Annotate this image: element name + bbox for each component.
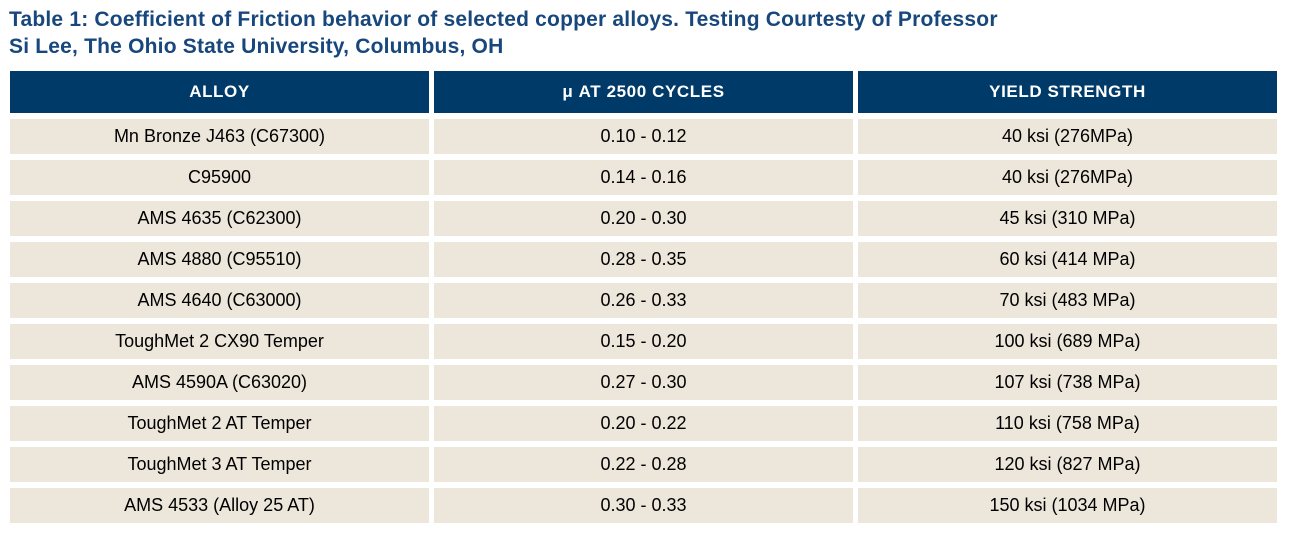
- cell-mu: 0.26 - 0.33: [434, 283, 853, 318]
- cell-alloy: Mn Bronze J463 (C67300): [10, 119, 429, 154]
- cell-alloy: AMS 4590A (C63020): [10, 365, 429, 400]
- table-row: Mn Bronze J463 (C67300) 0.10 - 0.12 40 k…: [10, 119, 1277, 154]
- table-row: AMS 4880 (C95510) 0.28 - 0.35 60 ksi (41…: [10, 242, 1277, 277]
- cell-mu: 0.30 - 0.33: [434, 488, 853, 523]
- cell-alloy: ToughMet 3 AT Temper: [10, 447, 429, 482]
- cell-yield-strength: 70 ksi (483 MPa): [858, 283, 1277, 318]
- cell-mu: 0.22 - 0.28: [434, 447, 853, 482]
- table-row: AMS 4590A (C63020) 0.27 - 0.30 107 ksi (…: [10, 365, 1277, 400]
- table-row: C95900 0.14 - 0.16 40 ksi (276MPa): [10, 160, 1277, 195]
- table-caption-line-2: Si Lee, The Ohio State University, Colum…: [9, 35, 504, 58]
- cell-mu: 0.15 - 0.20: [434, 324, 853, 359]
- cell-mu: 0.10 - 0.12: [434, 119, 853, 154]
- cell-yield-strength: 110 ksi (758 MPa): [858, 406, 1277, 441]
- cell-alloy: ToughMet 2 AT Temper: [10, 406, 429, 441]
- cell-yield-strength: 100 ksi (689 MPa): [858, 324, 1277, 359]
- table-row: AMS 4533 (Alloy 25 AT) 0.30 - 0.33 150 k…: [10, 488, 1277, 523]
- column-header-yield-strength: YIELD STRENGTH: [858, 71, 1277, 113]
- cell-mu: 0.28 - 0.35: [434, 242, 853, 277]
- column-header-mu-at-2500-cycles: μ AT 2500 CYCLES: [434, 71, 853, 113]
- table-row: AMS 4640 (C63000) 0.26 - 0.33 70 ksi (48…: [10, 283, 1277, 318]
- table-header-row: ALLOY μ AT 2500 CYCLES YIELD STRENGTH: [10, 71, 1277, 113]
- cell-alloy: AMS 4880 (C95510): [10, 242, 429, 277]
- cell-yield-strength: 40 ksi (276MPa): [858, 119, 1277, 154]
- cell-alloy: C95900: [10, 160, 429, 195]
- table-row: ToughMet 3 AT Temper 0.22 - 0.28 120 ksi…: [10, 447, 1277, 482]
- cell-alloy: ToughMet 2 CX90 Temper: [10, 324, 429, 359]
- cell-yield-strength: 120 ksi (827 MPa): [858, 447, 1277, 482]
- friction-table: ALLOY μ AT 2500 CYCLES YIELD STRENGTH Mn…: [10, 71, 1277, 523]
- cell-mu: 0.27 - 0.30: [434, 365, 853, 400]
- cell-mu: 0.20 - 0.22: [434, 406, 853, 441]
- cell-alloy: AMS 4640 (C63000): [10, 283, 429, 318]
- cell-yield-strength: 150 ksi (1034 MPa): [858, 488, 1277, 523]
- cell-yield-strength: 45 ksi (310 MPa): [858, 201, 1277, 236]
- cell-alloy: AMS 4533 (Alloy 25 AT): [10, 488, 429, 523]
- cell-mu: 0.14 - 0.16: [434, 160, 853, 195]
- cell-yield-strength: 107 ksi (738 MPa): [858, 365, 1277, 400]
- table-caption: Table 1: Coefficient of Friction behavio…: [0, 0, 1293, 60]
- column-header-alloy: ALLOY: [10, 71, 429, 113]
- cell-alloy: AMS 4635 (C62300): [10, 201, 429, 236]
- document-page: Table 1: Coefficient of Friction behavio…: [0, 0, 1293, 523]
- table-row: AMS 4635 (C62300) 0.20 - 0.30 45 ksi (31…: [10, 201, 1277, 236]
- cell-yield-strength: 60 ksi (414 MPa): [858, 242, 1277, 277]
- cell-mu: 0.20 - 0.30: [434, 201, 853, 236]
- cell-yield-strength: 40 ksi (276MPa): [858, 160, 1277, 195]
- table-row: ToughMet 2 CX90 Temper 0.15 - 0.20 100 k…: [10, 324, 1277, 359]
- table-caption-line-1: Table 1: Coefficient of Friction behavio…: [9, 8, 998, 31]
- table-row: ToughMet 2 AT Temper 0.20 - 0.22 110 ksi…: [10, 406, 1277, 441]
